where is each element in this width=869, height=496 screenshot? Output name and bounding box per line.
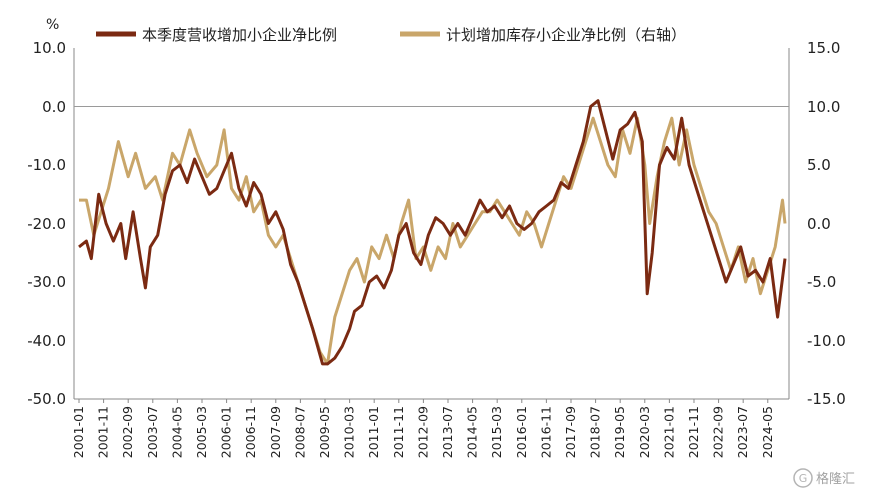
x-tick-label: 2003-07 <box>145 406 160 458</box>
x-tick-label: 2001-01 <box>71 406 86 458</box>
right-axis-ticks: 15.0 10.0 5.0 0.0 -5.0 -10.0 -15.0 <box>807 39 846 408</box>
watermark: G 格隆汇 <box>793 468 855 488</box>
right-tick-label: 15.0 <box>807 39 840 57</box>
legend-label-revenue: 本季度营收增加小企业净比例 <box>142 26 337 44</box>
x-axis-ticks: 2001-01 2001-11 2002-09 2003-07 2004-05 2005-… <box>71 399 775 458</box>
x-tick-label: 2007-09 <box>268 406 283 458</box>
left-tick-label: -20.0 <box>27 215 66 233</box>
left-axis-ticks: 10.0 0.0 -10.0 -20.0 -30.0 -40.0 -50.0 <box>27 39 66 408</box>
x-tick-label: 2024-05 <box>760 406 775 458</box>
x-tick-label: 2004-05 <box>169 406 184 458</box>
watermark-logo-icon <box>793 468 813 488</box>
right-tick-label: 10.0 <box>807 98 840 116</box>
x-tick-label: 2011-01 <box>366 406 381 458</box>
x-tick-label: 2005-03 <box>194 406 209 458</box>
x-tick-label: 2023-07 <box>735 406 750 458</box>
x-tick-label: 2013-07 <box>440 406 455 458</box>
x-tick-label: 2021-11 <box>686 406 701 458</box>
x-tick-label: 2015-03 <box>489 406 504 458</box>
left-tick-label: -10.0 <box>27 156 66 174</box>
right-tick-label: -15.0 <box>807 390 846 408</box>
x-tick-label: 2006-11 <box>243 406 258 458</box>
x-tick-label: 2011-11 <box>391 406 406 458</box>
left-axis-unit: % <box>46 17 59 33</box>
series-layer <box>78 99 787 366</box>
x-tick-label: 2010-03 <box>342 406 357 458</box>
legend: 本季度营收增加小企业净比例 计划增加库存小企业净比例（右轴） <box>96 26 686 44</box>
watermark-label: 格隆汇 <box>816 471 855 487</box>
x-tick-label: 2017-09 <box>563 406 578 458</box>
x-tick-label: 2021-01 <box>661 406 676 458</box>
left-tick-label: -50.0 <box>27 390 66 408</box>
x-tick-label: 2002-09 <box>120 406 135 458</box>
x-tick-label: 2014-05 <box>465 406 480 458</box>
x-tick-label: 2009-05 <box>317 406 332 458</box>
x-tick-label: 2001-11 <box>96 406 111 458</box>
x-tick-label: 2016-01 <box>514 406 529 458</box>
series-line-revenue-left-axis <box>78 99 787 366</box>
legend-label-inventory: 计划增加库存小企业净比例（右轴） <box>446 26 686 44</box>
x-tick-label: 2020-03 <box>637 406 652 458</box>
x-tick-label: 2012-09 <box>415 406 430 458</box>
right-tick-label: -10.0 <box>807 332 846 350</box>
x-tick-label: 2022-09 <box>711 406 726 458</box>
left-tick-label: -30.0 <box>27 273 66 291</box>
series-line-inventory-right-axis <box>79 116 787 366</box>
watermark-logo-glyph: G <box>799 472 808 485</box>
x-tick-label: 2006-01 <box>219 406 234 458</box>
x-tick-label: 2018-07 <box>588 406 603 458</box>
left-tick-label: -40.0 <box>27 332 66 350</box>
x-tick-label: 2008-07 <box>292 406 307 458</box>
x-tick-label: 2016-11 <box>538 406 553 458</box>
right-tick-label: -5.0 <box>807 273 836 291</box>
right-tick-label: 5.0 <box>807 156 831 174</box>
right-tick-label: 0.0 <box>807 215 831 233</box>
left-tick-label: 10.0 <box>33 39 66 57</box>
left-tick-label: 0.0 <box>42 98 66 116</box>
x-tick-label: 2019-05 <box>612 406 627 458</box>
